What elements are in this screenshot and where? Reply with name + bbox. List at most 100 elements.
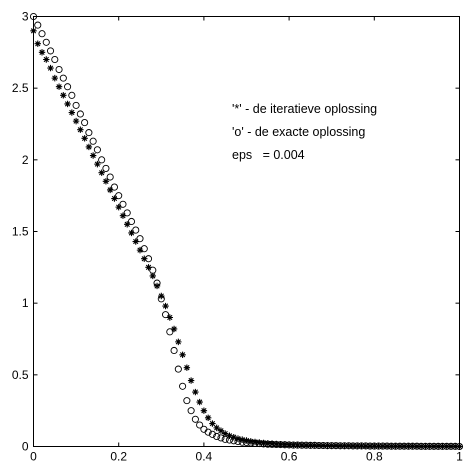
- iterative-point: [115, 203, 122, 211]
- exact-point: [98, 156, 106, 164]
- iterative-point: [375, 442, 382, 450]
- iterative-point: [439, 443, 446, 450]
- iterative-point: [132, 238, 139, 245]
- iterative-point: [60, 92, 67, 99]
- iterative-point: [345, 442, 352, 449]
- exact-point: [119, 200, 127, 208]
- iterative-point: [153, 282, 161, 290]
- iterative-point: [260, 439, 267, 447]
- exact-point: [106, 173, 114, 181]
- legend-line-exact: 'o' - de exacte oplossing: [232, 125, 365, 139]
- y-tick-label: 2: [22, 153, 29, 167]
- iterative-point: [379, 442, 387, 450]
- exact-point: [162, 311, 170, 319]
- iterative-point: [435, 443, 442, 450]
- iterative-point: [162, 302, 169, 310]
- iterative-point: [200, 407, 208, 414]
- iterative-point: [149, 272, 156, 280]
- axis-ticks: 0 0.2 0.4 0.6 0.8 1 0 0.5 1 1.5 2 2.5 3: [12, 10, 463, 464]
- exact-point: [217, 434, 225, 442]
- iterative-point: [192, 388, 199, 396]
- iterative-point: [89, 152, 97, 159]
- iterative-point: [85, 143, 93, 151]
- exact-point: [81, 119, 89, 127]
- iterative-point: [315, 442, 323, 449]
- iterative-point: [251, 438, 259, 446]
- x-tick-label: 0.4: [196, 450, 213, 464]
- legend: '*' - de iteratieve oplossing 'o' - de e…: [232, 102, 377, 162]
- iterative-point: [319, 442, 327, 449]
- iterative-point: [371, 442, 378, 450]
- exact-point: [85, 129, 93, 137]
- iterative-point: [324, 442, 331, 449]
- iterative-point: [68, 109, 76, 116]
- iterative-point: [422, 443, 429, 450]
- iterative-point: [81, 135, 88, 142]
- exact-point: [55, 65, 63, 74]
- iterative-point: [281, 441, 289, 448]
- iterative-point: [405, 443, 412, 450]
- x-tick-label: 1: [456, 450, 463, 464]
- y-tick-label: 0.5: [12, 368, 29, 382]
- iterative-point: [204, 414, 212, 422]
- exact-point: [34, 21, 42, 29]
- exact-point: [115, 192, 123, 200]
- iterative-point: [64, 100, 71, 108]
- exact-point: [102, 164, 110, 172]
- exact-point: [183, 397, 191, 405]
- y-tick-label: 2.5: [12, 81, 29, 95]
- x-tick-label: 0: [30, 450, 37, 464]
- exact-point: [179, 382, 187, 390]
- exact-point: [127, 217, 136, 226]
- iterative-point: [447, 443, 455, 450]
- iterative-point: [358, 442, 365, 450]
- exact-point: [149, 266, 157, 274]
- exact-point: [204, 428, 212, 436]
- iterative-point: [294, 441, 301, 449]
- iterative-point: [452, 443, 459, 450]
- exact-point: [191, 415, 199, 423]
- iterative-point: [30, 27, 37, 35]
- iterative-point: [170, 325, 178, 333]
- iterative-point: [285, 441, 293, 448]
- exact-point: [93, 146, 101, 154]
- exact-point: [64, 83, 72, 91]
- iterative-point: [158, 292, 165, 300]
- legend-line-eps: eps = 0.004: [232, 148, 305, 162]
- iterative-point: [226, 432, 233, 439]
- exact-point: [38, 30, 46, 38]
- exact-point: [110, 183, 118, 191]
- iterative-point: [362, 442, 369, 450]
- iterative-point: [128, 229, 135, 237]
- iterative-point: [456, 443, 463, 450]
- exact-point: [42, 38, 50, 46]
- iterative-point: [383, 443, 391, 450]
- iterative-point: [47, 64, 54, 72]
- iterative-point: [183, 364, 191, 371]
- iterative-point: [124, 221, 131, 228]
- iterative-point: [311, 442, 318, 449]
- exact-point: [72, 101, 80, 109]
- iterative-point: [217, 427, 225, 434]
- iterative-point: [136, 246, 144, 254]
- iterative-point: [417, 443, 425, 450]
- iterative-point: [332, 442, 340, 449]
- exact-point: [123, 209, 131, 217]
- exact-point: [132, 226, 140, 234]
- iterative-point: [119, 212, 127, 219]
- iterative-point: [443, 443, 450, 450]
- iterative-point: [328, 442, 335, 449]
- iterative-point: [298, 441, 306, 449]
- iterative-point: [43, 56, 50, 63]
- exact-point: [170, 346, 178, 355]
- iterative-point: [94, 160, 101, 168]
- iterative-point: [145, 264, 152, 271]
- y-tick-label: 1.5: [12, 225, 29, 239]
- iterative-point: [179, 351, 186, 358]
- y-tick-label: 3: [22, 10, 29, 24]
- iterative-point: [400, 443, 408, 450]
- iterative-point: [413, 443, 421, 450]
- iterative-point: [349, 442, 357, 450]
- iterative-point: [34, 40, 41, 47]
- iterative-point: [51, 74, 58, 82]
